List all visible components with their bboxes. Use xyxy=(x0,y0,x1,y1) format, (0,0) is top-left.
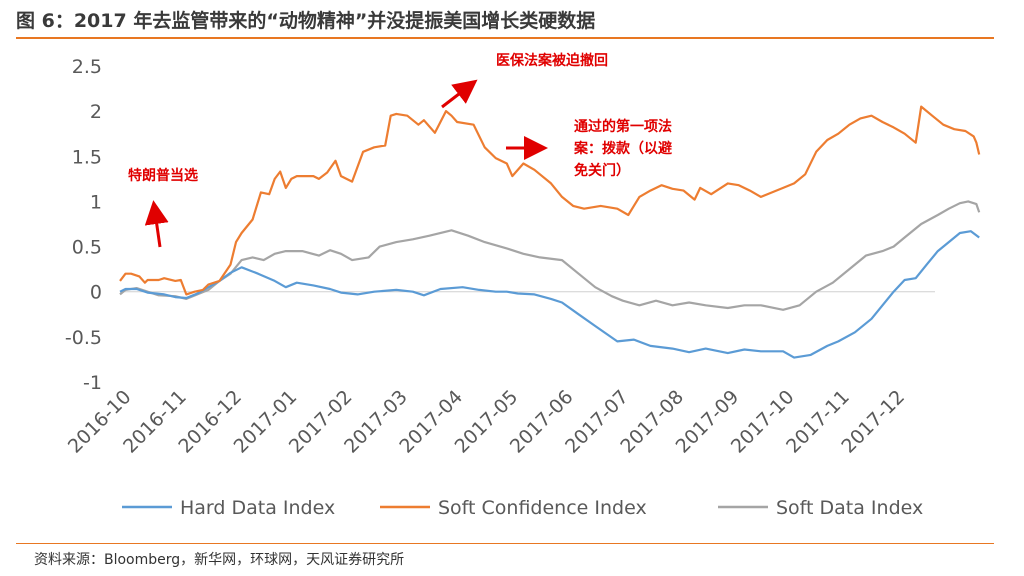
title-rule xyxy=(16,37,994,39)
annotation-funding-line3: 免关门） xyxy=(574,163,630,179)
y-tick-label: 1 xyxy=(90,191,102,213)
annotation-funding-line2: 案：拨款（以避 xyxy=(574,141,672,157)
y-tick-label: -1 xyxy=(83,372,102,394)
y-tick-label: 1.5 xyxy=(72,146,102,168)
y-axis-ticks: -1 -0.5 0 0.5 1 1.5 2 2.5 xyxy=(65,56,102,394)
y-tick-label: 2 xyxy=(90,101,102,123)
legend-label: Soft Data Index xyxy=(776,497,923,519)
figure-title: 图 6：2017 年去监管带来的“动物精神”并没提振美国增长类硬数据 xyxy=(16,10,596,32)
series-line-soft-data-index xyxy=(119,200,981,311)
series-line-soft-confidence-index xyxy=(119,105,981,296)
legend-label: Soft Confidence Index xyxy=(438,497,647,519)
x-axis-ticks: 2016-102016-112016-122017-012017-022017-… xyxy=(64,386,909,458)
y-tick-label: 0 xyxy=(90,282,102,304)
y-tick-label: -0.5 xyxy=(65,327,102,349)
arrow-election xyxy=(144,200,169,248)
source-note: 资料来源：Bloomberg，新华网，环球网，天风证券研究所 xyxy=(34,552,405,568)
y-tick-label: 2.5 xyxy=(72,56,102,78)
arrow-aca-repeal xyxy=(441,79,478,109)
annotation-election: 特朗普当选 xyxy=(128,168,198,184)
series-line-hard-data-index xyxy=(119,230,980,359)
source-rule xyxy=(16,543,994,544)
annotation-aca-repeal: 医保法案被迫撤回 xyxy=(496,53,608,69)
y-tick-label: 0.5 xyxy=(72,237,102,259)
annotation-funding-line1: 通过的第一项法 xyxy=(574,119,672,135)
series-group xyxy=(119,105,981,359)
annotation-funding: 通过的第一项法 案：拨款（以避 免关门） xyxy=(574,116,672,182)
legend-label: Hard Data Index xyxy=(180,497,335,519)
legend: Hard Data Index Soft Confidence Index Soft… xyxy=(122,497,923,519)
